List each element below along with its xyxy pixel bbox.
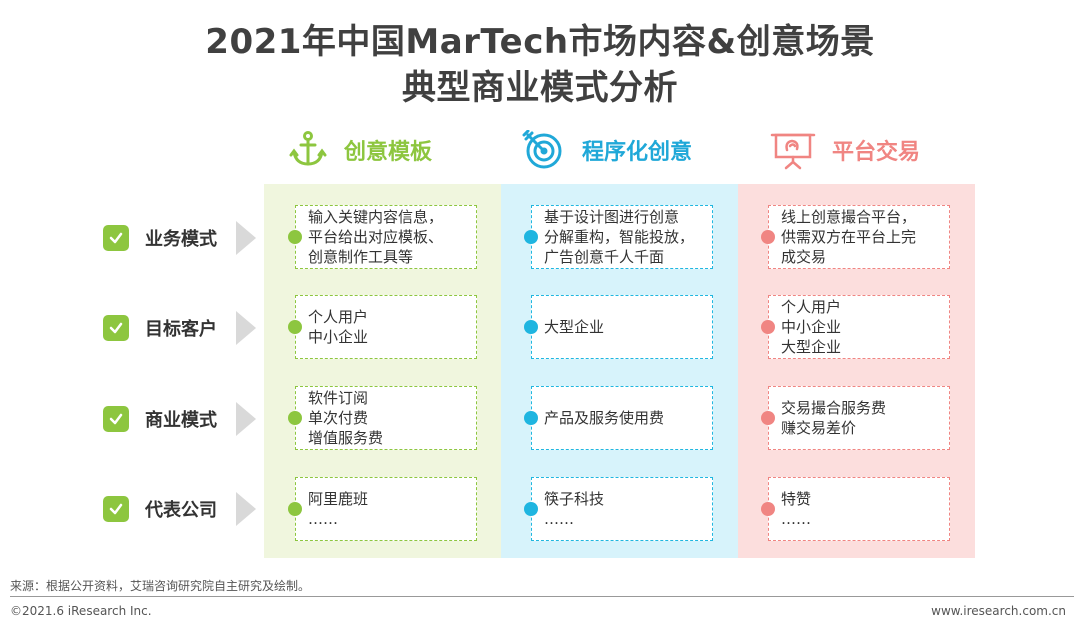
cell-line: 产品及服务使用费: [544, 409, 665, 427]
cell-line: 筷子科技: [544, 490, 605, 508]
column-header-label: 创意模板: [344, 140, 433, 165]
cell-box: 线上创意撮合平台， 供需双方在平台上完 成交易: [768, 205, 950, 269]
cell-box: 产品及服务使用费: [531, 386, 713, 450]
cell-line: 阿里鹿班: [308, 490, 369, 508]
bullet-dot: [761, 411, 775, 425]
cell-line: 增值服务费: [308, 429, 384, 447]
cell-line: 分解重构，智能投放，: [544, 228, 695, 246]
cell-line: 交易撮合服务费: [781, 399, 887, 417]
bullet-dot: [288, 230, 302, 244]
cell-line: 个人用户: [308, 308, 369, 326]
row-label-target-customer: 目标客户: [103, 313, 217, 343]
checkmark-icon: [103, 406, 129, 432]
bullet-dot: [761, 230, 775, 244]
cell-box: 个人用户 中小企业: [295, 295, 477, 359]
row-arrow: [236, 492, 256, 526]
page-title-line2: 典型商业模式分析: [402, 68, 678, 108]
cell-line: 线上创意撮合平台，: [781, 208, 917, 226]
cell-line: 广告创意千人千面: [544, 248, 665, 266]
cell-line: ……: [781, 510, 811, 528]
cell-box: 特赞 ……: [768, 477, 950, 541]
cell-box: 输入关键内容信息， 平台给出对应模板、 创意制作工具等: [295, 205, 477, 269]
cell-line: 中小企业: [781, 318, 842, 336]
row-arrow: [236, 311, 256, 345]
cell-line: 创意制作工具等: [308, 248, 414, 266]
cell-line: ……: [308, 510, 338, 528]
cell-box: 阿里鹿班 ……: [295, 477, 477, 541]
cell-line: 特赞: [781, 490, 812, 508]
checkmark-icon: [103, 225, 129, 251]
target-icon: [522, 130, 562, 169]
anchor-icon: [289, 131, 327, 166]
website-link[interactable]: www.iresearch.com.cn: [931, 604, 1066, 618]
cell-line: 中小企业: [308, 328, 369, 346]
copyright: ©2021.6 iResearch Inc.: [10, 604, 152, 618]
row-label-text: 商业模式: [145, 410, 217, 431]
row-arrow: [236, 402, 256, 436]
checkmark-icon: [103, 496, 129, 522]
row-label-representative-company: 代表公司: [103, 494, 217, 524]
cell-box: 个人用户 中小企业 大型企业: [768, 295, 950, 359]
presentation-board-icon: [770, 133, 816, 170]
bullet-dot: [761, 320, 775, 334]
row-label-commercial-model: 商业模式: [103, 404, 217, 434]
bullet-dot: [524, 320, 538, 334]
cell-line: 成交易: [781, 248, 827, 266]
cell-line: 平台给出对应模板、: [308, 228, 444, 246]
cell-line: 大型企业: [544, 318, 605, 336]
row-label-text: 目标客户: [145, 319, 217, 340]
bullet-dot: [288, 320, 302, 334]
cell-line: 输入关键内容信息，: [308, 208, 444, 226]
source-note: 来源：根据公开资料，艾瑞咨询研究院自主研究及绘制。: [10, 579, 311, 593]
cell-line: 个人用户: [781, 298, 842, 316]
row-label-text: 业务模式: [145, 229, 217, 250]
bullet-dot: [288, 411, 302, 425]
bullet-dot: [288, 502, 302, 516]
cell-box: 大型企业: [531, 295, 713, 359]
column-header-platform: 平台交易: [770, 128, 920, 172]
cell-box: 软件订阅 单次付费 增值服务费: [295, 386, 477, 450]
checkmark-icon: [103, 315, 129, 341]
cell-line: 大型企业: [781, 338, 842, 356]
bullet-dot: [761, 502, 775, 516]
cell-line: 赚交易差价: [781, 419, 857, 437]
cell-box: 交易撮合服务费 赚交易差价: [768, 386, 950, 450]
column-header-label: 平台交易: [832, 140, 921, 165]
bullet-dot: [524, 411, 538, 425]
cell-line: 软件订阅: [308, 389, 369, 407]
cell-line: 单次付费: [308, 409, 369, 427]
cell-box: 筷子科技 ……: [531, 477, 713, 541]
row-label-text: 代表公司: [145, 500, 217, 521]
footer-divider: [10, 596, 1074, 597]
column-header-template: 创意模板: [288, 128, 432, 172]
row-label-business-model: 业务模式: [103, 223, 217, 253]
cell-box: 基于设计图进行创意 分解重构，智能投放， 广告创意千人千面: [531, 205, 713, 269]
cell-line: ……: [544, 510, 574, 528]
column-header-label: 程序化创意: [582, 140, 693, 165]
cell-line: 供需双方在平台上完: [781, 228, 917, 246]
bullet-dot: [524, 230, 538, 244]
bullet-dot: [524, 502, 538, 516]
cell-line: 基于设计图进行创意: [544, 208, 680, 226]
column-header-programmatic: 程序化创意: [522, 128, 692, 172]
row-arrow: [236, 221, 256, 255]
page-title-line1: 2021年中国MarTech市场内容&创意场景: [205, 22, 875, 62]
